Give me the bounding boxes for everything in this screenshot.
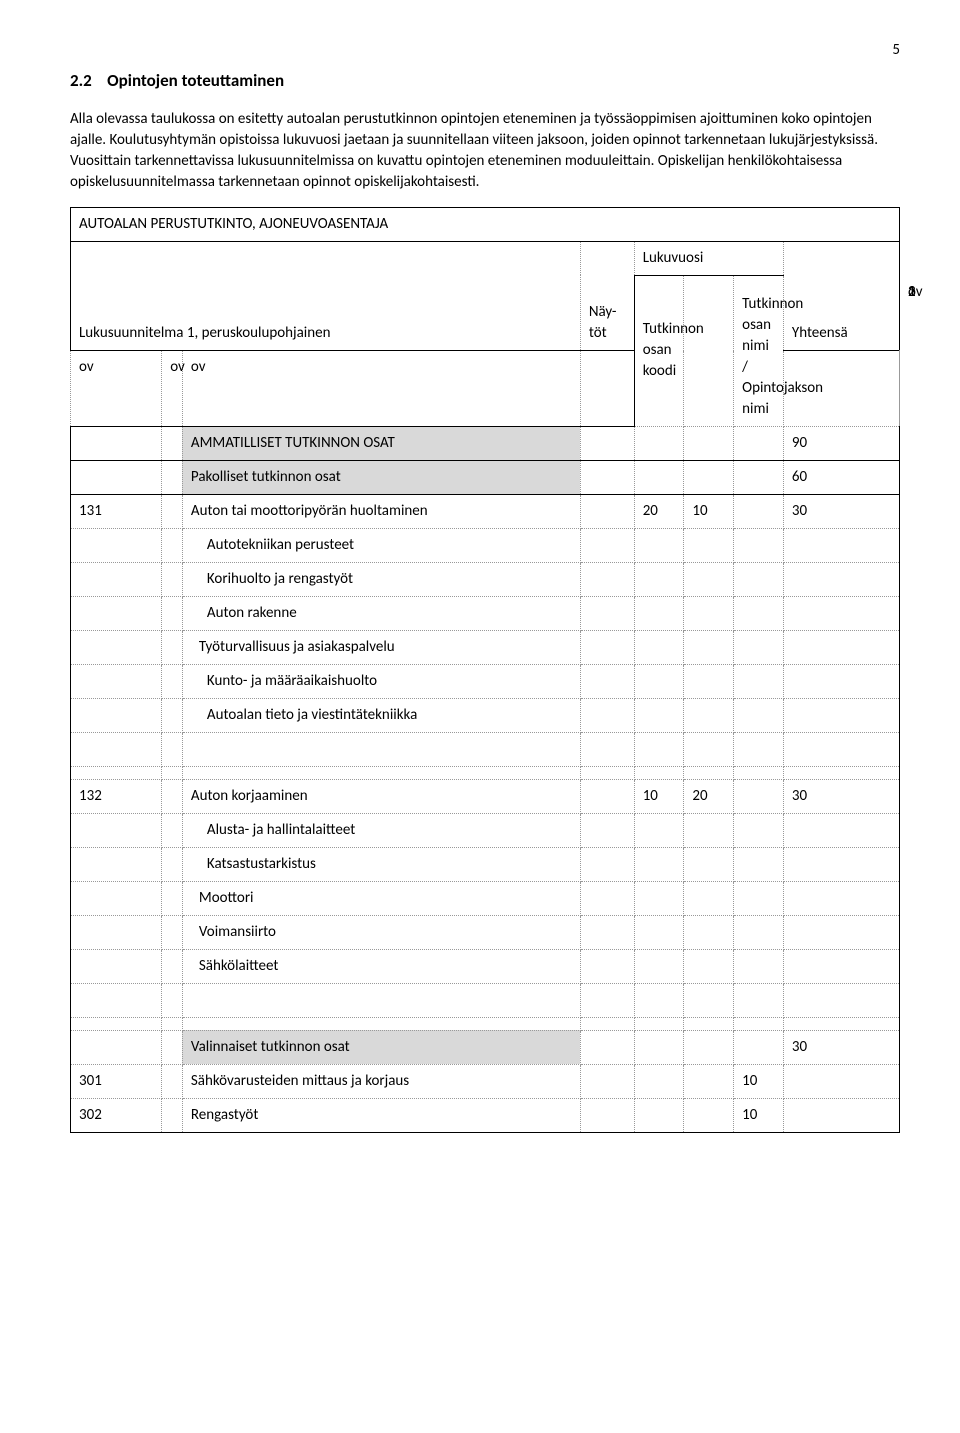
col-lukuvuosi: Lukuvuosi: [634, 241, 783, 275]
paragraph-1: Alla olevassa taulukossa on esitetty aut…: [70, 109, 900, 193]
row-132-total: 30: [783, 779, 899, 813]
row-301-y3: 10: [734, 1064, 784, 1098]
code-header: Tutkinnon osan koodi: [634, 275, 684, 426]
row-131f: Autoalan tieto ja viestintätekniikka: [182, 698, 580, 732]
table-title: AUTOALAN PERUSTUTKINTO, AJONEUVOASENTAJA: [71, 207, 900, 241]
row-132-y1: 10: [634, 779, 684, 813]
row-301-name: Sähkövarusteiden mittaus ja korjaus: [182, 1064, 580, 1098]
row-131d: Työturvallisuus ja asiakaspalvelu: [182, 630, 580, 664]
row-131-y1: 20: [634, 494, 684, 528]
heading-number: 2.2: [70, 70, 92, 91]
col-naytot: Näy-töt: [580, 241, 634, 351]
row-131-name: Auton tai moottoripyörän huoltaminen: [182, 494, 580, 528]
row-132a: Alusta- ja hallintalaitteet: [182, 813, 580, 847]
row-131b: Korihuolto ja rengastyöt: [182, 562, 580, 596]
row-131e: Kunto- ja määräaikaishuolto: [182, 664, 580, 698]
section-heading: 2.2 Opintojen toteuttaminen: [70, 69, 900, 93]
row-131a: Autotekniikan perusteet: [182, 528, 580, 562]
ov-1: ov: [71, 351, 162, 427]
row-132c: Moottori: [182, 881, 580, 915]
row-132d: Voimansiirto: [182, 915, 580, 949]
code-132: 132: [71, 779, 162, 813]
name-header: Tutkinnon osan nimi / Opintojakson nimi: [734, 275, 784, 426]
section-valinnaiset: Valinnaiset tutkinnon osat: [182, 1030, 580, 1064]
ammatilliset-total: 90: [783, 426, 899, 460]
valinnaiset-total: 30: [783, 1030, 899, 1064]
code-301: 301: [71, 1064, 162, 1098]
section-pakolliset: Pakolliset tutkinnon osat: [182, 460, 580, 494]
code-302: 302: [71, 1098, 162, 1132]
row-132-name: Auton korjaaminen: [182, 779, 580, 813]
ov-2: ov: [162, 351, 183, 427]
pakolliset-total: 60: [783, 460, 899, 494]
heading-text: Opintojen toteuttaminen: [107, 70, 284, 91]
section-ammatilliset: AMMATILLISET TUTKINNON OSAT: [182, 426, 580, 460]
code-131: 131: [71, 494, 162, 528]
row-132-y2: 20: [684, 779, 734, 813]
row-131c: Auton rakenne: [182, 596, 580, 630]
row-132e: Sähkölaitteet: [182, 949, 580, 983]
row-131-total: 30: [783, 494, 899, 528]
row-302-name: Rengastyöt: [182, 1098, 580, 1132]
curriculum-table: AUTOALAN PERUSTUTKINTO, AJONEUVOASENTAJA…: [70, 207, 900, 1133]
ov-3: ov: [182, 351, 580, 427]
row-302-y3: 10: [734, 1098, 784, 1132]
row-131-y2: 10: [684, 494, 734, 528]
row-132b: Katsastustarkistus: [182, 847, 580, 881]
page-number: 5: [70, 40, 900, 61]
plan-label: Lukusuunnitelma 1, peruskoulupohjainen: [71, 241, 581, 351]
